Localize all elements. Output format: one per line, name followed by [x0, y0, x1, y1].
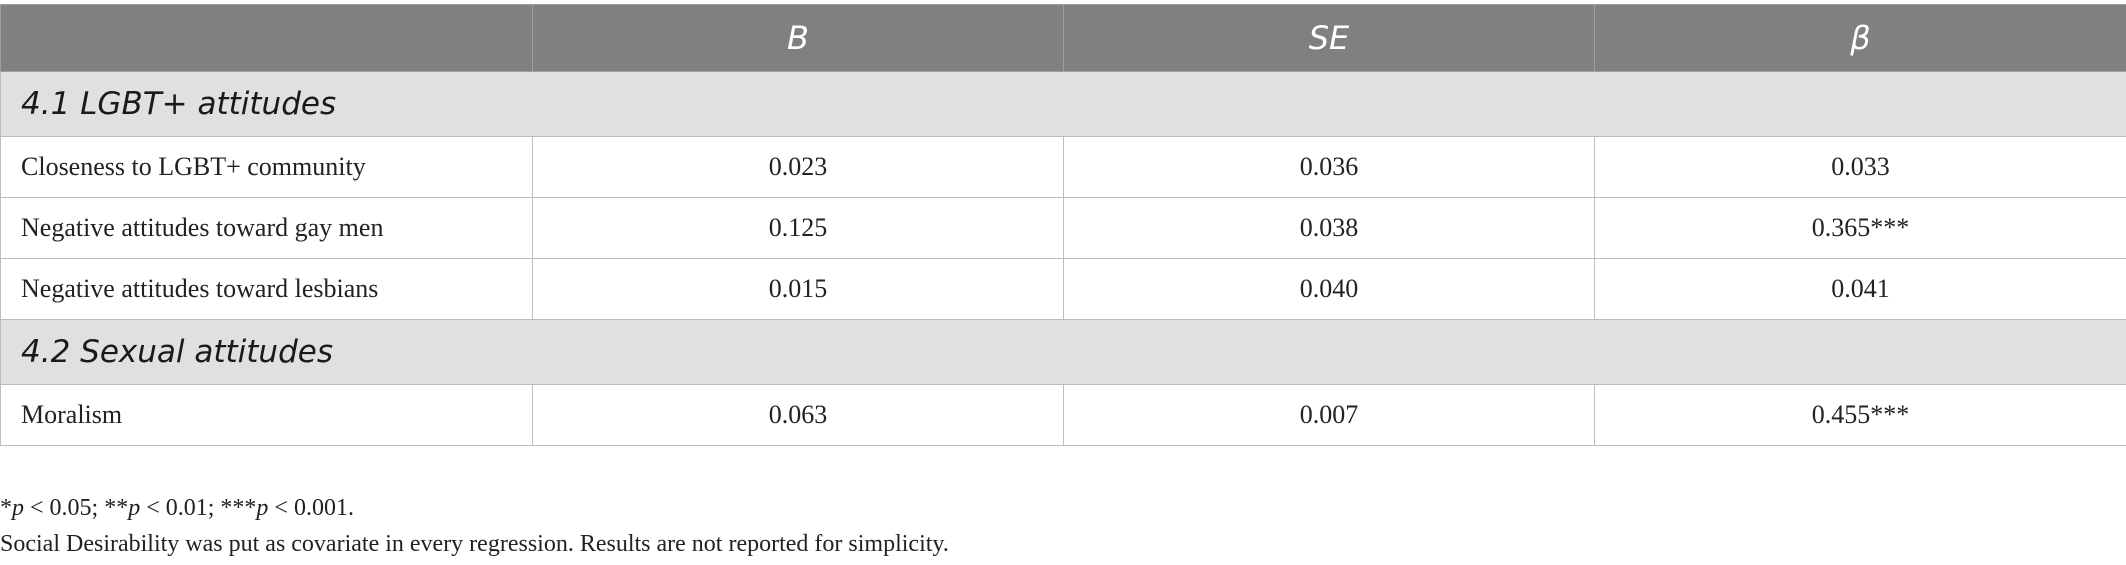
sig-star: *	[0, 495, 12, 521]
table-row: Negative attitudes toward gay men 0.125 …	[0, 197, 2126, 259]
section-title: 4.1 LGBT+ attitudes	[0, 71, 2126, 137]
section-row: 4.2 Sexual attitudes	[0, 319, 2126, 385]
sig-p: p	[128, 495, 141, 521]
significance-note: *p < 0.05; **p < 0.01; ***p < 0.001.	[0, 490, 949, 526]
header-se: SE	[1063, 4, 1595, 72]
row-label: Moralism	[0, 384, 533, 446]
row-label: Negative attitudes toward gay men	[0, 197, 533, 259]
sig-p: p	[256, 495, 269, 521]
regression-table: B SE β 4.1 LGBT+ attitudes Closeness to …	[0, 4, 2126, 446]
section-row: 4.1 LGBT+ attitudes	[0, 71, 2126, 137]
table-header-row: B SE β	[0, 4, 2126, 72]
row-label: Closeness to LGBT+ community	[0, 136, 533, 198]
cell-se: 0.040	[1063, 258, 1595, 320]
row-label: Negative attitudes toward lesbians	[0, 258, 533, 320]
cell-b: 0.125	[532, 197, 1064, 259]
table-row: Negative attitudes toward lesbians 0.015…	[0, 258, 2126, 320]
cell-beta: 0.041	[1594, 258, 2126, 320]
section-title: 4.2 Sexual attitudes	[0, 319, 2126, 385]
cell-se: 0.036	[1063, 136, 1595, 198]
table-row: Closeness to LGBT+ community 0.023 0.036…	[0, 136, 2126, 198]
sig-p: p	[12, 495, 24, 521]
sig-threshold: < 0.05;	[24, 495, 105, 521]
cell-beta: 0.455***	[1594, 384, 2126, 446]
sig-star: ***	[220, 495, 257, 521]
sig-star: **	[104, 495, 129, 521]
sig-threshold: < 0.01;	[140, 495, 221, 521]
cell-beta: 0.365***	[1594, 197, 2126, 259]
header-beta: β	[1594, 4, 2126, 72]
covariate-note: Social Desirability was put as covariate…	[0, 531, 949, 557]
cell-b: 0.063	[532, 384, 1064, 446]
cell-b: 0.023	[532, 136, 1064, 198]
cell-se: 0.038	[1063, 197, 1595, 259]
cell-b: 0.015	[532, 258, 1064, 320]
header-b: B	[532, 4, 1064, 72]
sig-threshold: < 0.001.	[268, 495, 354, 521]
header-stub	[0, 4, 533, 72]
table-footnotes: *p < 0.05; **p < 0.01; ***p < 0.001. Soc…	[0, 490, 949, 562]
cell-beta: 0.033	[1594, 136, 2126, 198]
table-row: Moralism 0.063 0.007 0.455***	[0, 384, 2126, 446]
cell-se: 0.007	[1063, 384, 1595, 446]
